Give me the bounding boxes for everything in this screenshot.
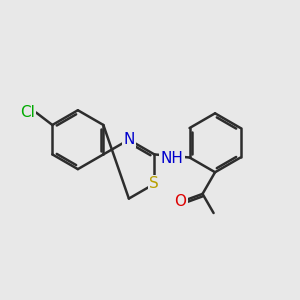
Text: NH: NH — [160, 151, 183, 166]
Text: S: S — [149, 176, 159, 191]
Text: Cl: Cl — [20, 105, 35, 120]
Text: O: O — [174, 194, 186, 209]
Text: N: N — [123, 132, 134, 147]
